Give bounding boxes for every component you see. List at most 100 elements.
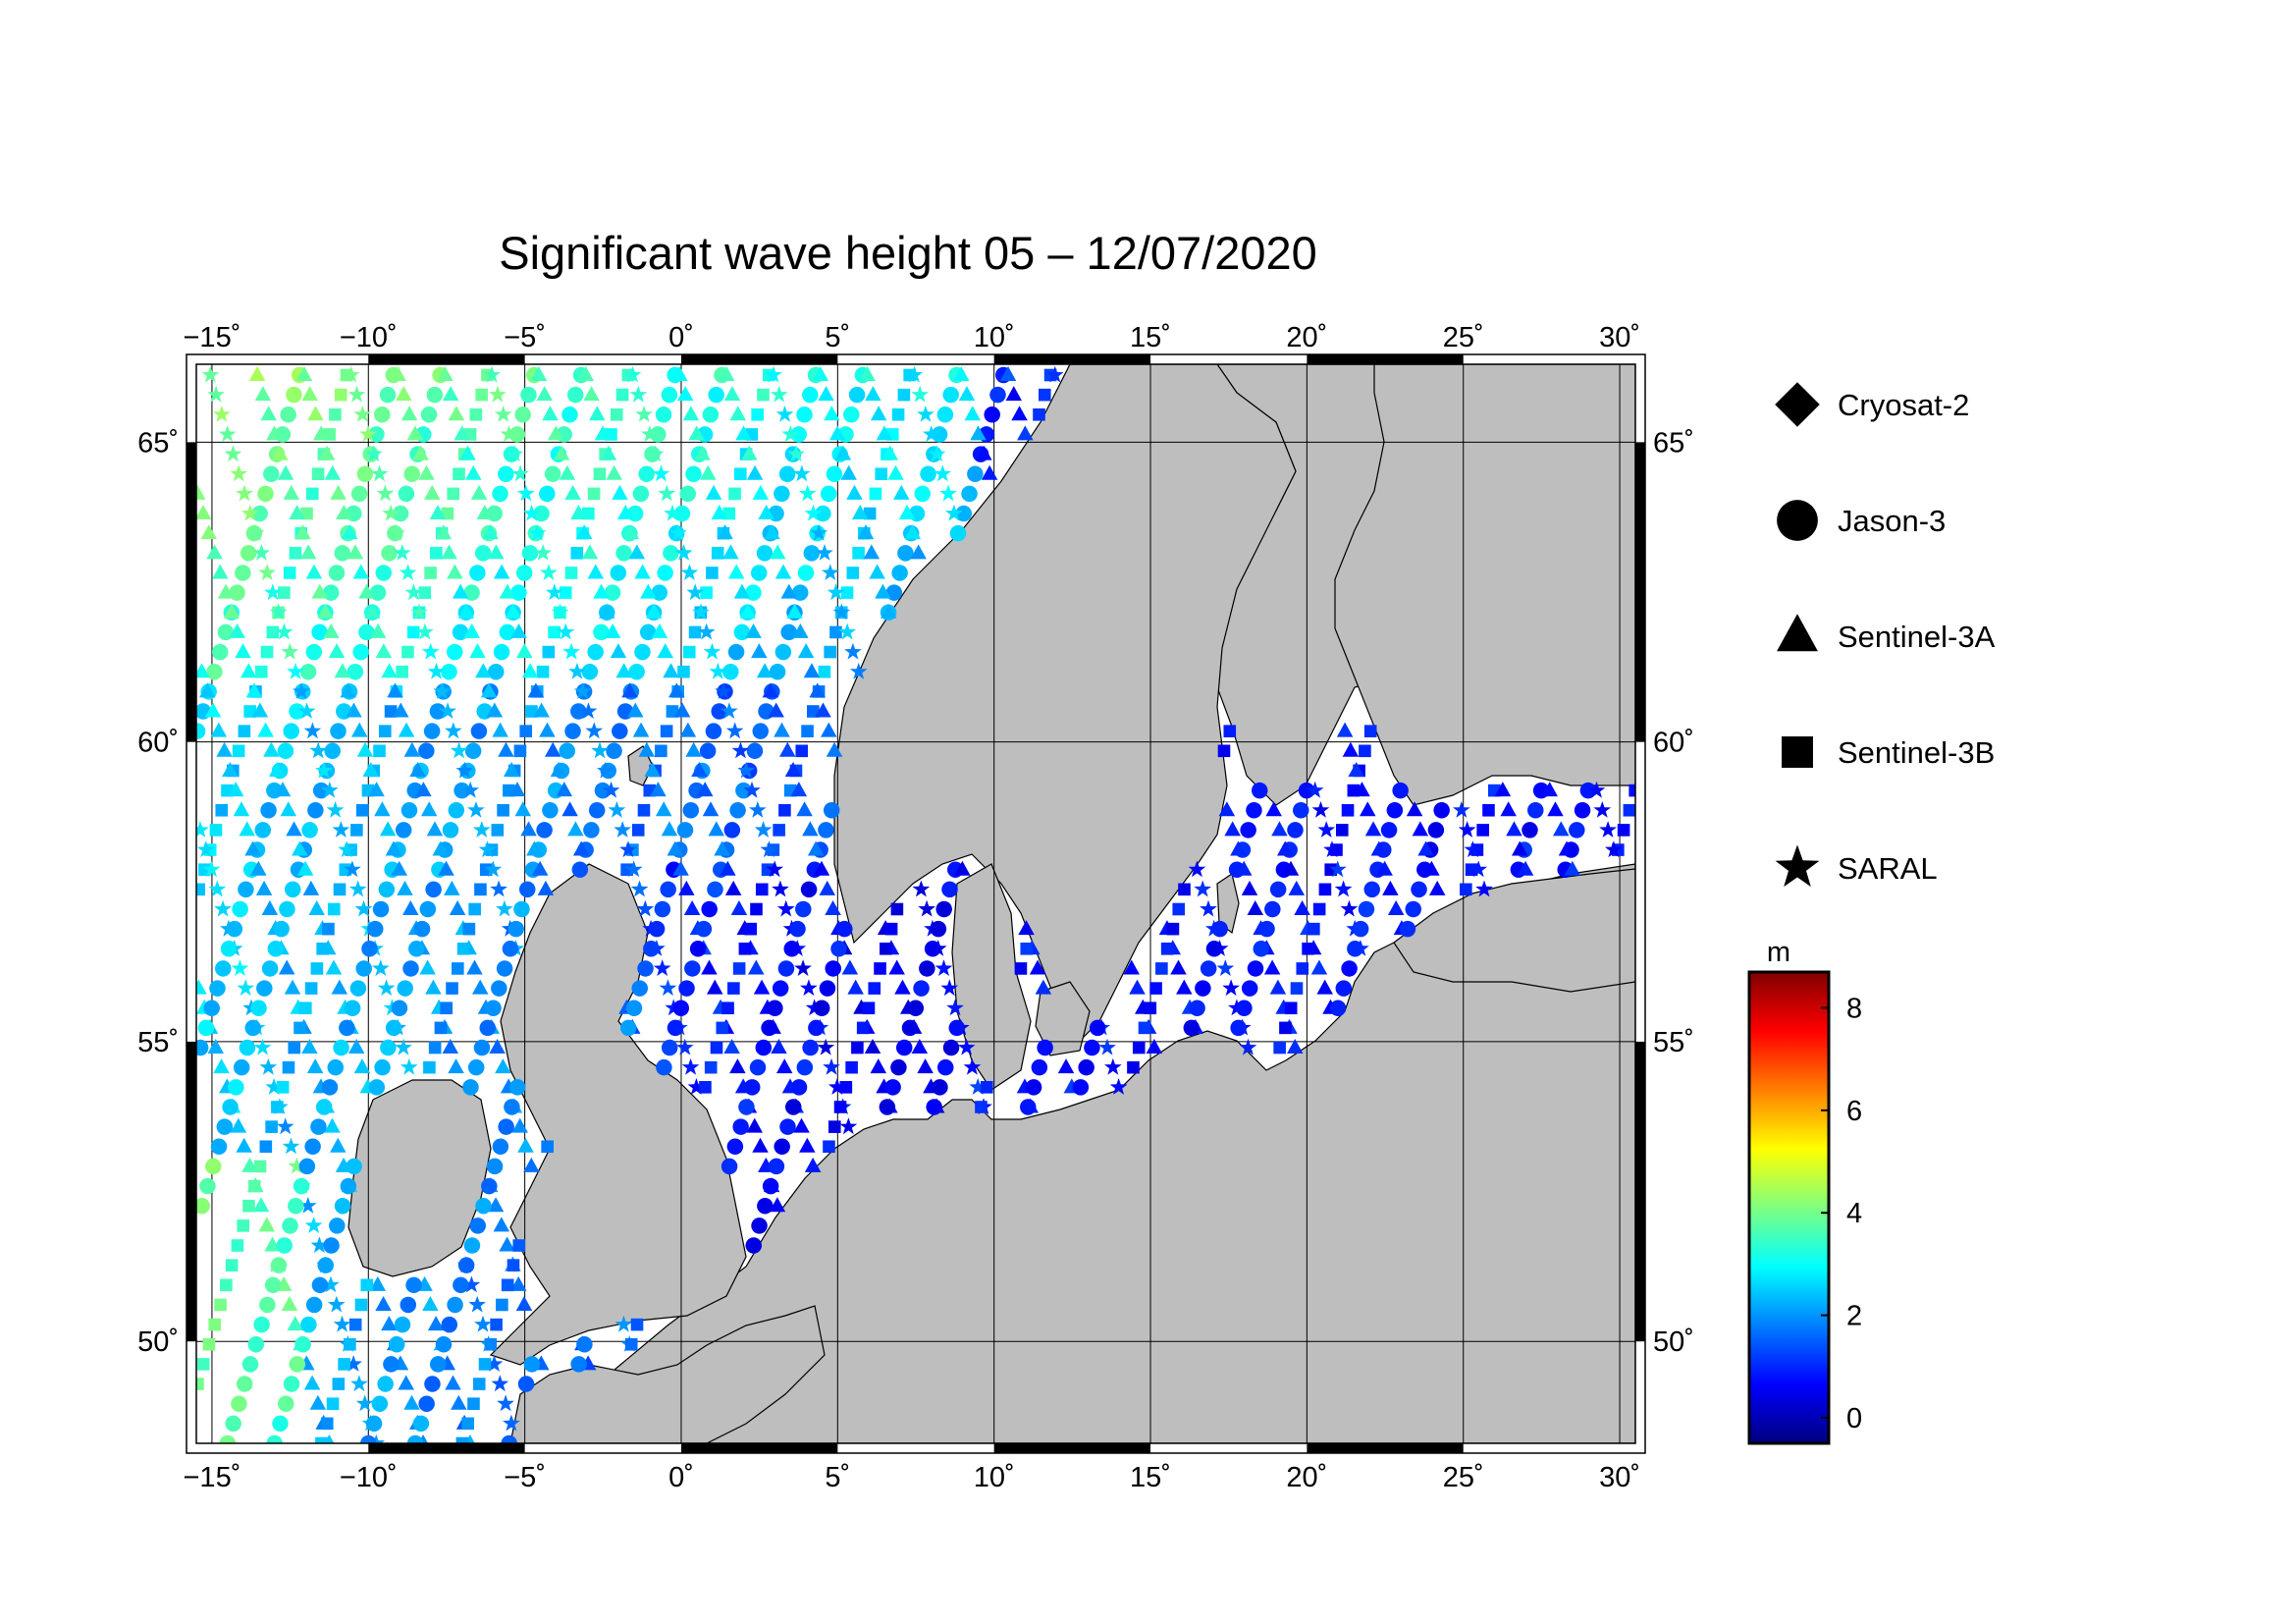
track-point	[427, 662, 446, 679]
track-point	[370, 464, 389, 482]
track-point	[1494, 782, 1512, 797]
map-panel: −15˚ −15˚ −10˚ −10˚ −5˚ −5˚ 0˚ 0˚ 5˚ 5˚ 10˚ 10˚ 15˚ 1…	[137, 322, 1694, 1493]
track-point	[774, 722, 790, 737]
track-point	[762, 682, 779, 698]
track-point	[1406, 801, 1423, 817]
track-point	[1605, 840, 1623, 858]
track-point	[491, 824, 505, 837]
track-point	[217, 623, 235, 641]
track-point	[478, 1358, 492, 1371]
track-point	[499, 623, 516, 641]
track-point	[676, 386, 694, 402]
track-point	[685, 741, 702, 757]
track-point	[881, 445, 898, 460]
track-point	[1005, 386, 1023, 402]
track-point	[325, 959, 343, 975]
track-point	[219, 1434, 237, 1443]
track-point	[260, 802, 277, 819]
track-point	[499, 1236, 515, 1252]
track-point	[1342, 741, 1360, 757]
track-point	[301, 822, 318, 839]
track-point	[865, 386, 881, 402]
track-point	[1623, 803, 1635, 817]
track-point	[748, 959, 765, 975]
track-point	[809, 682, 826, 698]
track-point	[438, 860, 454, 876]
track-point	[934, 959, 953, 976]
track-point	[604, 622, 621, 638]
track-point	[420, 801, 438, 817]
track-point	[550, 761, 567, 777]
track-point	[556, 782, 573, 797]
track-point	[238, 881, 254, 898]
track-point	[1200, 960, 1217, 977]
track-point	[658, 484, 676, 502]
colorbar-tick-label: 2	[1846, 1301, 1862, 1332]
track-point	[320, 1417, 334, 1431]
track-point	[612, 723, 628, 739]
track-point	[637, 960, 654, 977]
track-point	[373, 406, 391, 423]
track-point	[751, 407, 764, 421]
track-point	[344, 860, 361, 878]
track-point	[730, 899, 748, 915]
track-point	[875, 467, 888, 481]
track-point	[786, 603, 803, 619]
track-point	[266, 625, 280, 639]
track-point	[948, 1019, 966, 1037]
track-point	[875, 583, 891, 599]
track-point	[863, 507, 877, 520]
track-point	[332, 1378, 346, 1390]
track-point	[426, 821, 444, 837]
track-point	[257, 722, 274, 737]
track-point	[318, 445, 336, 460]
track-point	[510, 622, 527, 638]
track-point	[655, 406, 672, 423]
track-point	[615, 388, 629, 402]
lon-tick-label-top: 10˚	[974, 322, 1015, 353]
track-point	[967, 465, 984, 482]
track-point	[426, 386, 444, 404]
track-point	[475, 388, 488, 402]
track-point	[829, 625, 842, 639]
track-point	[511, 464, 529, 482]
track-point	[276, 1081, 290, 1094]
track-point	[1527, 802, 1544, 819]
track-point	[375, 1295, 392, 1311]
track-point	[214, 1298, 227, 1312]
track-point	[1599, 821, 1617, 838]
track-point	[397, 880, 413, 895]
track-point	[452, 623, 469, 641]
track-point	[628, 544, 646, 560]
diamond-marker-icon	[1775, 382, 1820, 427]
lon-tick-label-bottom: 30˚	[1599, 1462, 1640, 1493]
track-point	[689, 941, 707, 957]
track-point	[315, 1099, 333, 1115]
track-point	[358, 583, 375, 599]
track-point	[551, 603, 569, 621]
track-point	[812, 365, 829, 381]
track-point	[917, 406, 934, 422]
track-point	[259, 1296, 276, 1314]
track-point	[512, 1239, 526, 1252]
track-point	[385, 840, 402, 856]
track-point	[303, 1375, 321, 1390]
track-point	[623, 365, 642, 383]
legend-label: Jason-3	[1838, 504, 1946, 538]
track-point	[484, 860, 503, 878]
track-point	[667, 840, 684, 856]
track-point	[583, 822, 600, 839]
track-point	[196, 484, 206, 500]
track-point	[548, 625, 561, 639]
track-point	[200, 524, 218, 540]
track-point	[198, 682, 216, 698]
track-point	[749, 1058, 767, 1076]
track-point	[447, 1296, 463, 1314]
track-point	[564, 484, 581, 500]
track-point	[489, 385, 507, 403]
track-point	[1482, 803, 1495, 817]
track-point	[340, 682, 356, 698]
border-bar-left	[187, 1041, 196, 1342]
track-point	[897, 388, 911, 402]
track-point	[1276, 840, 1294, 856]
